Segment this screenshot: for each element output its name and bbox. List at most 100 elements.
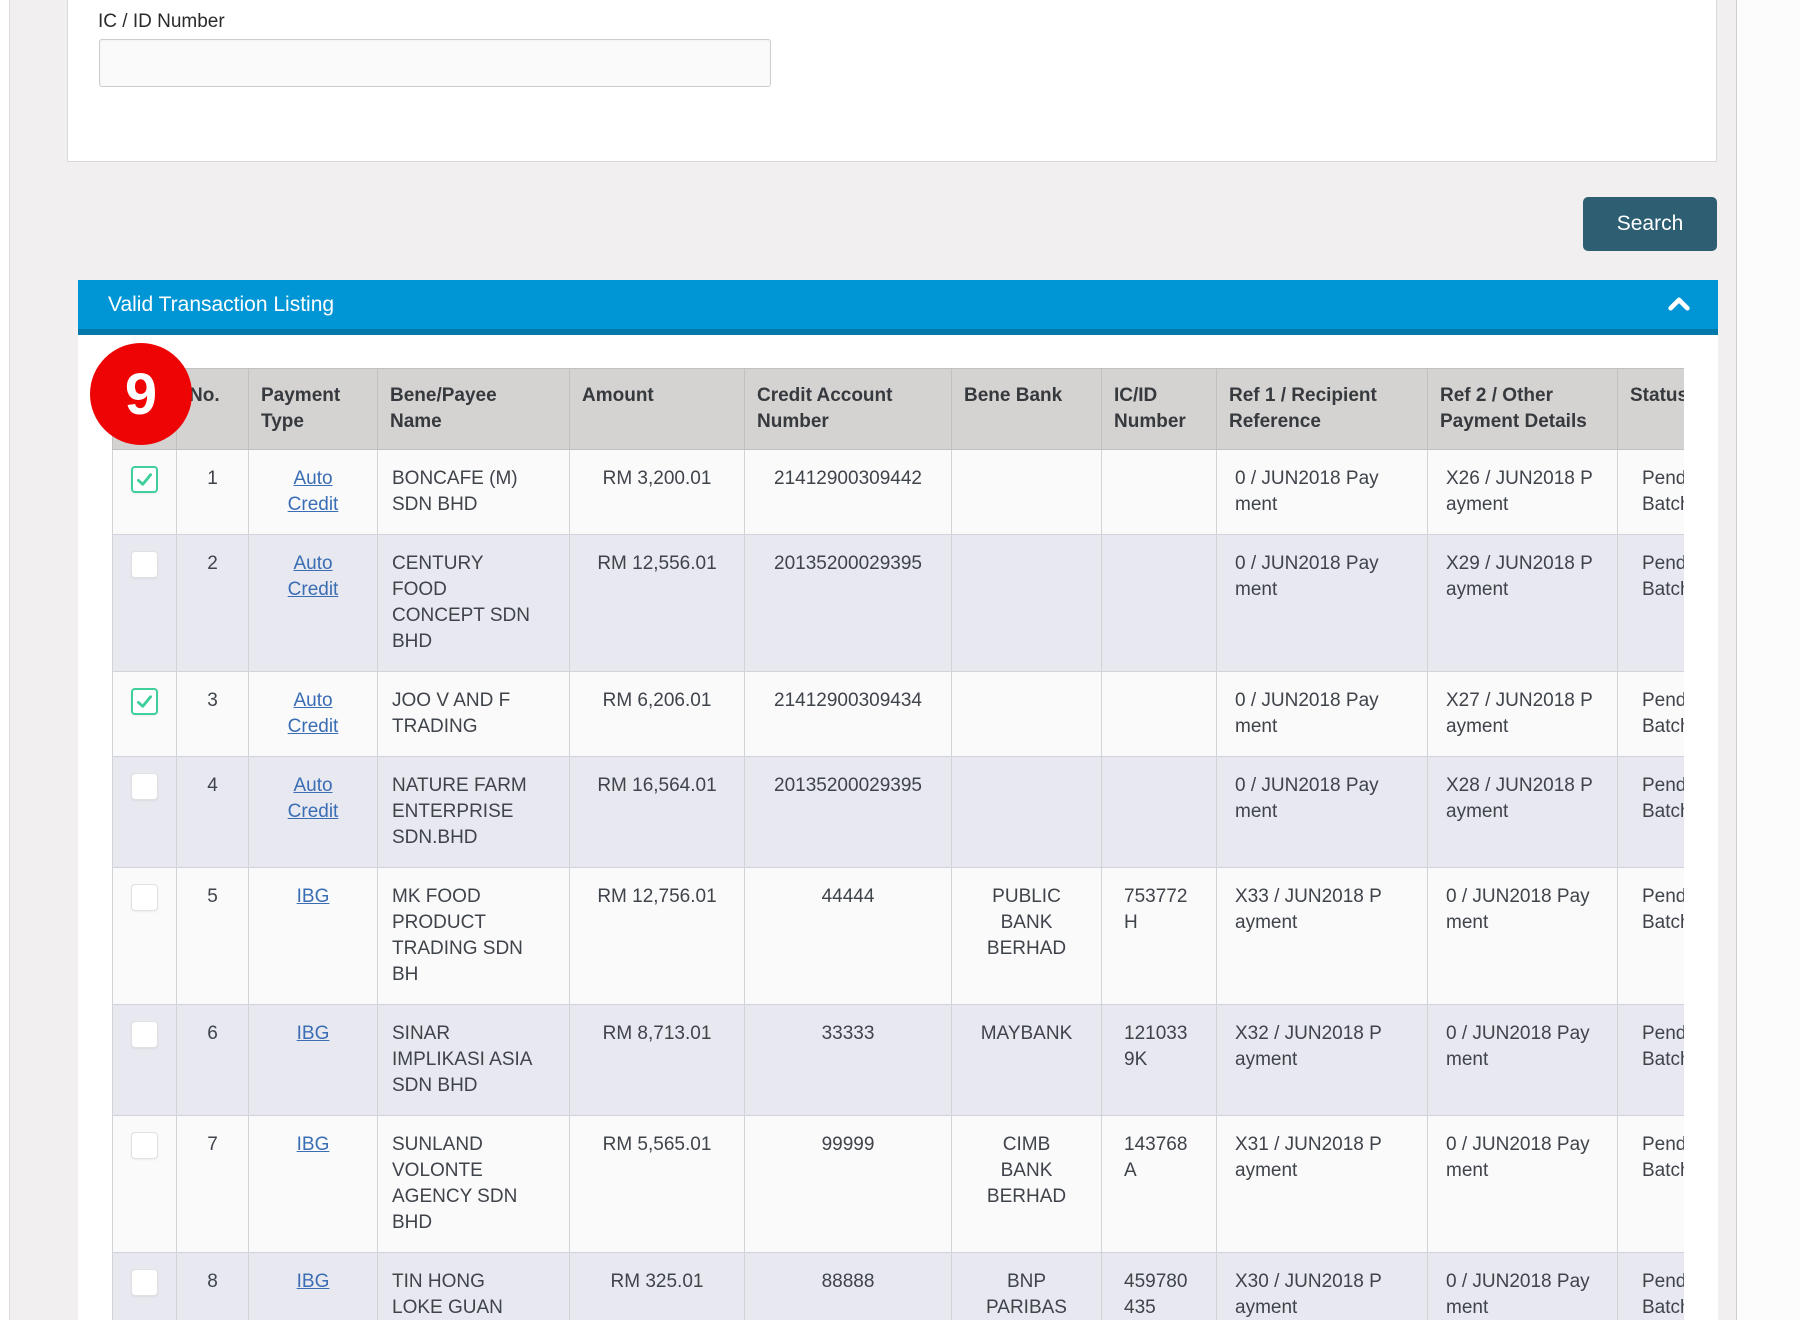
bene-payee-name: NATURE FARM ENTERPRISE SDN.BHD <box>377 756 570 868</box>
row-number: 4 <box>176 756 249 868</box>
payment-type-cell: IBG <box>248 1252 378 1320</box>
column-header: Bene Bank <box>951 368 1102 450</box>
checkbox-cell <box>112 1115 177 1253</box>
payment-type-link[interactable]: Auto Credit <box>287 775 339 822</box>
bene-bank: PUBLIC BANK BERHAD <box>951 867 1102 1005</box>
row-checkbox-unchecked[interactable] <box>131 1269 158 1296</box>
payment-type-cell: IBG <box>248 867 378 1005</box>
bene-payee-name: SINAR IMPLIKASI ASIA SDN BHD <box>377 1004 570 1116</box>
row-checkbox-unchecked[interactable] <box>131 884 158 911</box>
column-header: Ref 1 / Recipient Reference <box>1216 368 1428 450</box>
checkbox-cell <box>112 1004 177 1116</box>
ic-id-number <box>1101 534 1217 672</box>
bene-bank: MAYBANK <box>951 1004 1102 1116</box>
page-left-gutter <box>0 0 10 1320</box>
row-checkbox-unchecked[interactable] <box>131 1132 158 1159</box>
payment-type-link[interactable]: IBG <box>296 1134 330 1155</box>
ref1-recipient-reference: 0 / JUN2018 Pay ment <box>1216 534 1428 672</box>
status: Pending Batch <box>1617 449 1684 535</box>
bene-bank <box>951 449 1102 535</box>
payment-type-cell: Auto Credit <box>248 449 378 535</box>
ref1-recipient-reference: X31 / JUN2018 P ayment <box>1216 1115 1428 1253</box>
status: Pending Batch <box>1617 671 1684 757</box>
ref2-other-payment-details: X28 / JUN2018 P ayment <box>1427 756 1618 868</box>
ref1-recipient-reference: X33 / JUN2018 P ayment <box>1216 867 1428 1005</box>
ref2-other-payment-details: X29 / JUN2018 P ayment <box>1427 534 1618 672</box>
payment-type-cell: Auto Credit <box>248 534 378 672</box>
table-row: 4 Auto Credit NATURE FARM ENTERPRISE SDN.B… <box>112 756 1684 868</box>
payment-type-link[interactable]: IBG <box>296 1023 330 1044</box>
panel-title: Valid Transaction Listing <box>108 293 335 316</box>
column-header: Amount <box>569 368 745 450</box>
row-checkbox-checked[interactable] <box>131 688 158 715</box>
row-number: 3 <box>176 671 249 757</box>
checkbox-cell <box>112 671 177 757</box>
table-row: 1 Auto Credit BONCAFE (M) SDN BHD RM 3,200.… <box>112 449 1684 535</box>
search-button[interactable]: Search <box>1583 197 1717 251</box>
credit-account-number: 20135200029395 <box>744 534 952 672</box>
row-checkbox-unchecked[interactable] <box>131 551 158 578</box>
ref1-recipient-reference: X30 / JUN2018 P ayment <box>1216 1252 1428 1320</box>
bene-payee-name: JOO V AND F TRADING <box>377 671 570 757</box>
credit-account-number: 20135200029395 <box>744 756 952 868</box>
ref2-other-payment-details: 0 / JUN2018 Pay ment <box>1427 1115 1618 1253</box>
ref1-recipient-reference: X32 / JUN2018 P ayment <box>1216 1004 1428 1116</box>
ref1-recipient-reference: 0 / JUN2018 Pay ment <box>1216 756 1428 868</box>
column-header: Status <box>1617 368 1684 450</box>
checkbox-cell <box>112 867 177 1005</box>
ref2-other-payment-details: X27 / JUN2018 P ayment <box>1427 671 1618 757</box>
page-right-gutter <box>1736 0 1800 1320</box>
ref2-other-payment-details: 0 / JUN2018 Pay ment <box>1427 867 1618 1005</box>
checkbox-cell <box>112 534 177 672</box>
row-number: 2 <box>176 534 249 672</box>
ic-id-number: 753772 H <box>1101 867 1217 1005</box>
ic-id-number: 121033 9K <box>1101 1004 1217 1116</box>
bene-payee-name: TIN HONG LOKE GUAN BAKERY&CONF <box>377 1252 570 1320</box>
row-number: 6 <box>176 1004 249 1116</box>
status: Pending Batch <box>1617 1115 1684 1253</box>
credit-account-number: 44444 <box>744 867 952 1005</box>
payment-type-link[interactable]: Auto Credit <box>287 468 339 515</box>
payment-type-cell: IBG <box>248 1115 378 1253</box>
ic-id-number <box>1101 756 1217 868</box>
ic-id-input[interactable] <box>99 39 771 87</box>
payment-type-link[interactable]: Auto Credit <box>287 690 339 737</box>
amount: RM 325.01 <box>569 1252 745 1320</box>
transaction-table: No. Payment Type Bene/Payee Name Amount Cred… <box>112 368 1684 1320</box>
panel-header[interactable]: Valid Transaction Listing <box>78 280 1718 335</box>
bene-payee-name: MK FOOD PRODUCT TRADING SDN BH <box>377 867 570 1005</box>
payment-type-link[interactable]: IBG <box>296 886 330 907</box>
table-row: 8 IBG TIN HONG LOKE GUAN BAKERY&CONFRM 325… <box>112 1252 1684 1320</box>
row-checkbox-unchecked[interactable] <box>131 1021 158 1048</box>
ic-id-number: 459780 435 <box>1101 1252 1217 1320</box>
payment-type-link[interactable]: Auto Credit <box>287 553 339 600</box>
amount: RM 6,206.01 <box>569 671 745 757</box>
bene-payee-name: CENTURY FOOD CONCEPT SDN BHD <box>377 534 570 672</box>
chevron-up-icon[interactable] <box>1666 294 1692 315</box>
credit-account-number: 99999 <box>744 1115 952 1253</box>
bene-bank <box>951 534 1102 672</box>
ic-id-number <box>1101 449 1217 535</box>
count-badge: 9 <box>90 343 192 445</box>
column-header: IC/ID Number <box>1101 368 1217 450</box>
ref1-recipient-reference: 0 / JUN2018 Pay ment <box>1216 449 1428 535</box>
row-checkbox-unchecked[interactable] <box>131 773 158 800</box>
payment-type-cell: Auto Credit <box>248 671 378 757</box>
checkbox-cell <box>112 1252 177 1320</box>
ic-id-label: IC / ID Number <box>98 11 225 32</box>
ic-id-number: 143768 A <box>1101 1115 1217 1253</box>
row-number: 7 <box>176 1115 249 1253</box>
row-checkbox-checked[interactable] <box>131 466 158 493</box>
search-form-card: IC / ID Number <box>67 0 1717 162</box>
credit-account-number: 33333 <box>744 1004 952 1116</box>
table-row: 3 Auto Credit JOO V AND F TRADING RM 6,206.… <box>112 671 1684 757</box>
column-header: Bene/Payee Name <box>377 368 570 450</box>
table-row: 5 IBG MK FOOD PRODUCT TRADING SDN BH RM 12,… <box>112 867 1684 1005</box>
payment-type-link[interactable]: IBG <box>296 1271 330 1292</box>
row-number: 1 <box>176 449 249 535</box>
ref1-recipient-reference: 0 / JUN2018 Pay ment <box>1216 671 1428 757</box>
payment-type-cell: IBG <box>248 1004 378 1116</box>
credit-account-number: 21412900309434 <box>744 671 952 757</box>
bene-bank <box>951 756 1102 868</box>
